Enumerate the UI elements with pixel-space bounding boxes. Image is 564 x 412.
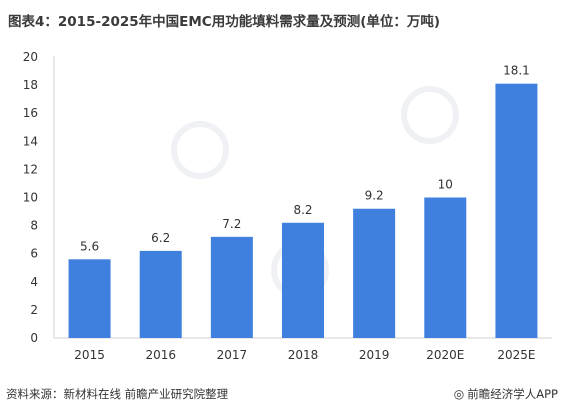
x-tick-label: 2019	[359, 348, 390, 362]
y-tick-label: 12	[23, 162, 38, 176]
x-tick-label: 2018	[288, 348, 319, 362]
y-tick-label: 0	[30, 331, 38, 345]
data-label-2020E: 10	[438, 178, 453, 192]
bars: 5.6 6.2 7.2 8.2 9.2 10 18.1	[68, 64, 538, 338]
data-label-2019: 9.2	[365, 189, 384, 203]
y-tick-label: 8	[30, 219, 38, 233]
y-tick-label: 14	[23, 134, 38, 148]
y-tick-label: 18	[23, 78, 38, 92]
y-tick-label: 4	[30, 275, 38, 289]
y-tick-label: 6	[30, 247, 38, 261]
y-tick-label: 2	[30, 303, 38, 317]
y-tick-label: 10	[23, 191, 38, 205]
chart-title: 图表4：2015-2025年中国EMC用功能填料需求量及预测(单位：万吨)	[8, 14, 441, 30]
x-tick-label: 2015	[74, 348, 105, 362]
y-tick-label: 16	[23, 106, 38, 120]
x-tick-label: 2017	[217, 348, 248, 362]
bar-2018	[282, 222, 324, 338]
bar-2015	[68, 259, 111, 338]
x-tick-label: 2016	[145, 348, 176, 362]
data-label-2016: 6.2	[151, 231, 170, 245]
data-label-2018: 8.2	[293, 203, 312, 217]
footer: 资料来源：新材料在线 前瞻产业研究院整理 ◎ 前瞻经济学人APP	[6, 386, 558, 406]
bar-2020E	[424, 197, 467, 338]
bar-2025E	[495, 83, 538, 338]
x-axis-labels: 2015 2016 2017 2018 2019 2020E 2025E	[74, 348, 535, 362]
y-axis-ticks: 0 2 4 6 8 10 12 14 16 18 20	[23, 50, 38, 345]
brand: ◎ 前瞻经济学人APP	[454, 386, 558, 402]
y-tick-label: 20	[23, 50, 38, 64]
brand-label: 前瞻经济学人APP	[467, 387, 558, 401]
bar-2016	[139, 250, 182, 338]
data-label-2015: 5.6	[80, 239, 99, 253]
source-note: 资料来源：新材料在线 前瞻产业研究院整理	[6, 387, 229, 401]
target-icon: ◎	[453, 387, 465, 401]
x-tick-label: 2020E	[426, 348, 464, 362]
data-label-2025E: 18.1	[503, 64, 530, 78]
bar-2017	[210, 236, 253, 338]
data-label-2017: 7.2	[222, 217, 241, 231]
bar-2019	[353, 208, 396, 338]
x-tick-label: 2025E	[497, 348, 535, 362]
